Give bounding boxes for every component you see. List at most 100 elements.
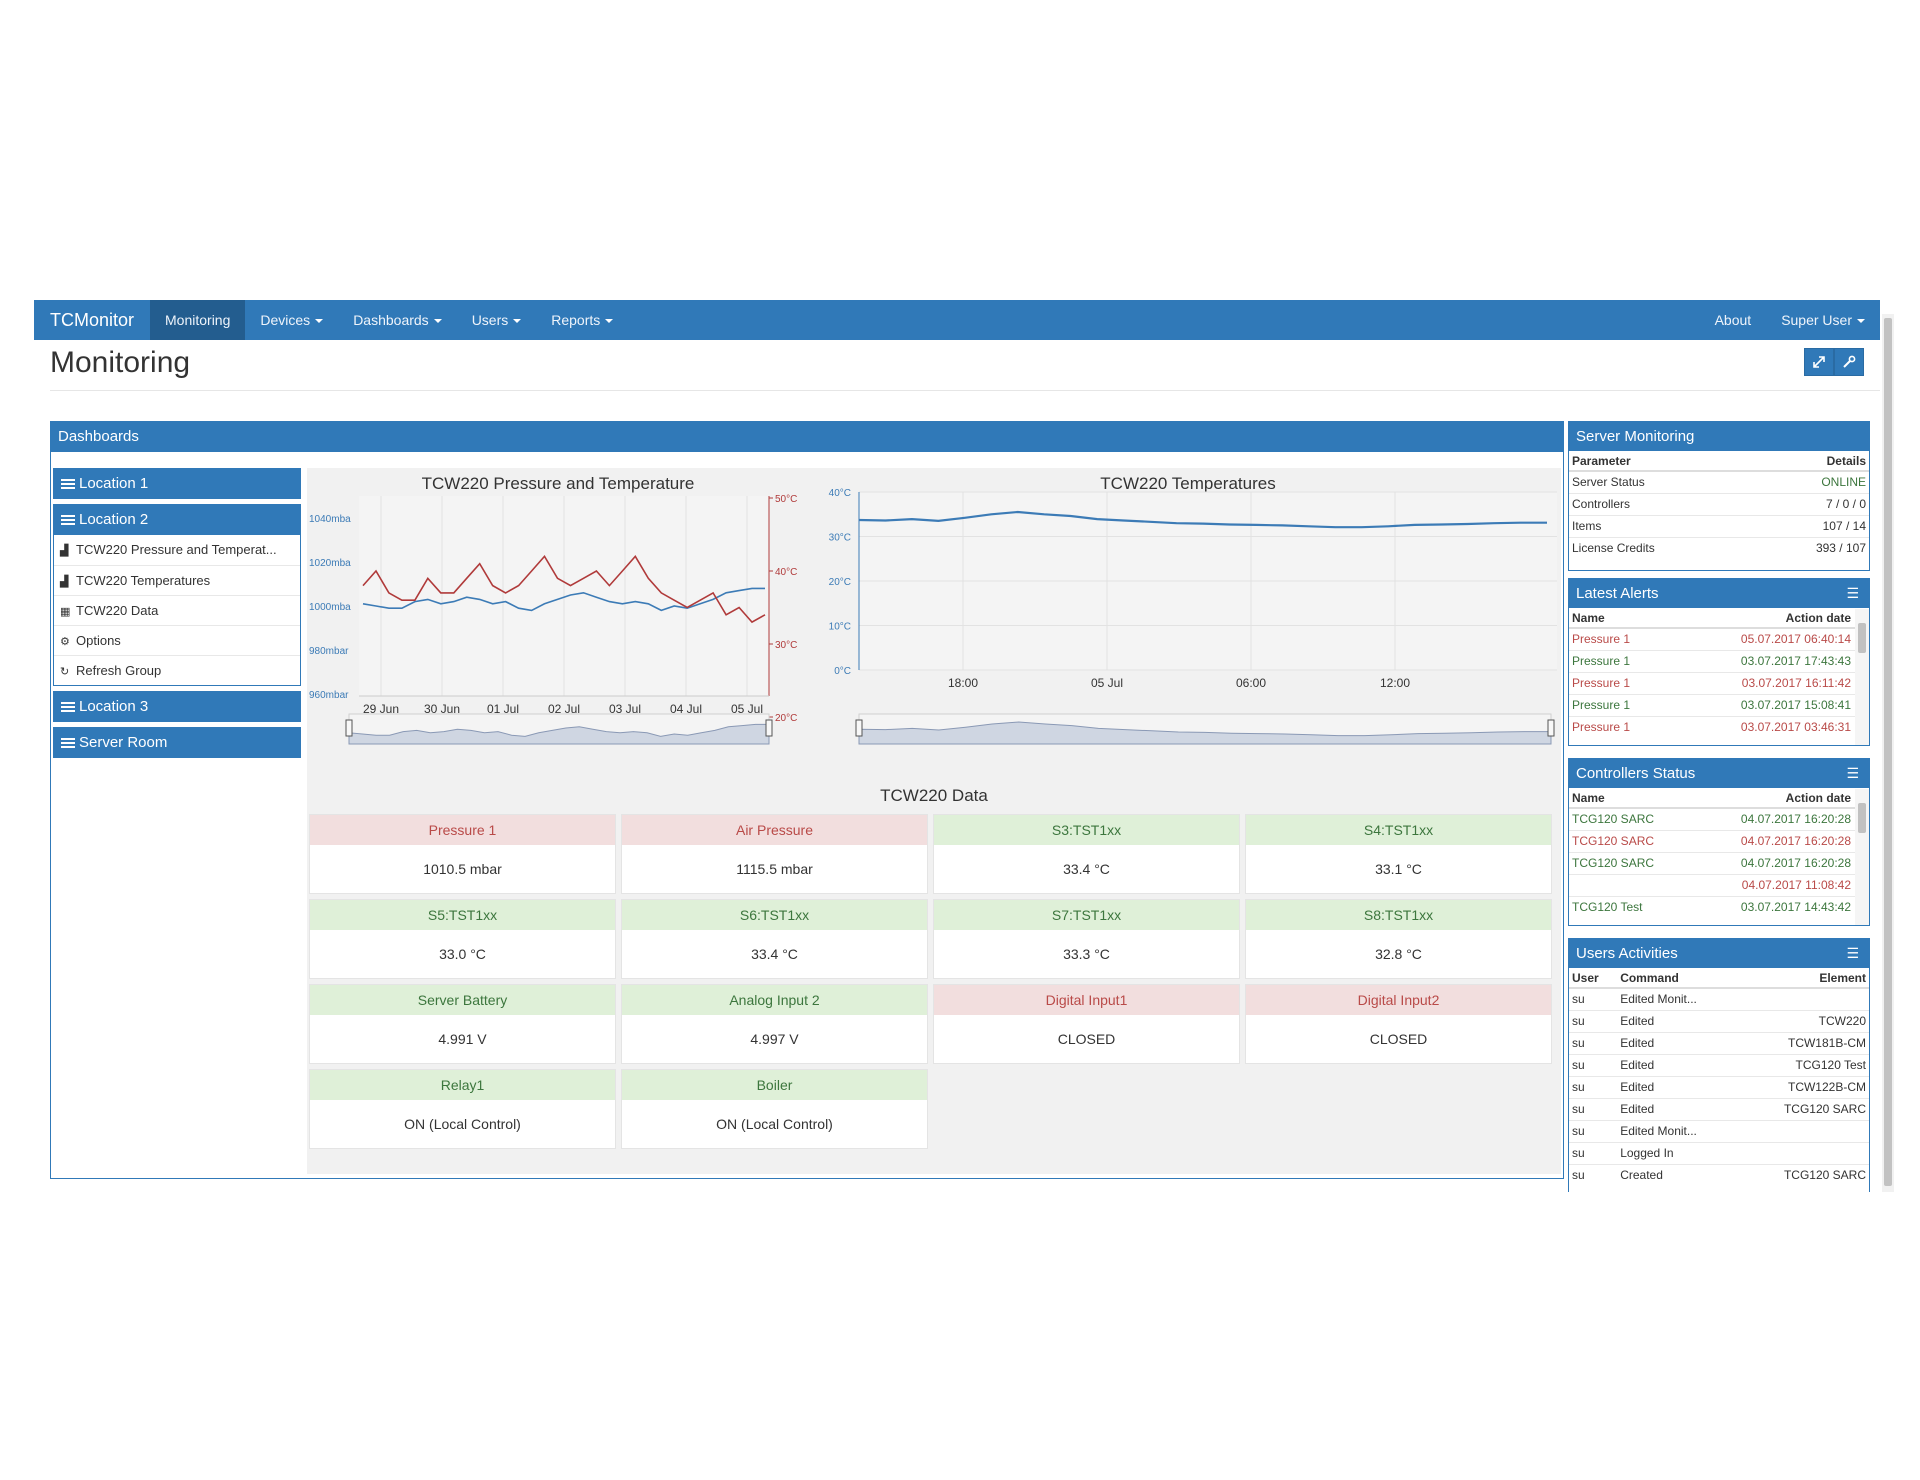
table-row[interactable]: TCG120 SARC 04.07.2017 16:20:28 xyxy=(1569,829,1869,852)
expand-button[interactable] xyxy=(1804,348,1834,376)
sidebar-item-options[interactable]: ⚙ Options xyxy=(54,625,300,655)
controllers-scrollbar[interactable] xyxy=(1855,789,1869,925)
column-header: Element xyxy=(1739,968,1869,989)
table-cell-name: TCG120 SARC xyxy=(1569,851,1690,874)
refresh-icon: ↻ xyxy=(60,666,70,678)
data-tile[interactable]: S6:TST1xx 33.4 °C xyxy=(621,899,928,979)
navigator-handle-left[interactable] xyxy=(345,719,353,737)
menu-icon[interactable]: ☰ xyxy=(1846,585,1859,601)
table-row[interactable]: su Edited Monit... xyxy=(1569,1119,1869,1142)
table-cell-date: 04.07.2017 16:20:28 xyxy=(1689,807,1869,830)
scrollbar-thumb[interactable] xyxy=(1858,623,1866,653)
navigator-handle-right[interactable] xyxy=(765,719,773,737)
settings-button[interactable] xyxy=(1834,348,1864,376)
column-header: Command xyxy=(1617,968,1740,989)
alerts-scrollbar[interactable] xyxy=(1855,609,1869,745)
table-row[interactable]: Pressure 1 05.07.2017 06:40:14 xyxy=(1569,627,1869,650)
scrollbar-thumb[interactable] xyxy=(1858,803,1866,833)
table-row[interactable]: su Edited TCW181B-CM xyxy=(1569,1031,1869,1054)
nav-dashboards[interactable]: Dashboards xyxy=(338,300,457,340)
table-row[interactable]: TCG120 SARC 04.07.2017 16:20:28 xyxy=(1569,851,1869,874)
table-cell-element: TCG120 Test xyxy=(1739,1053,1869,1076)
table-row[interactable]: 04.07.2017 11:08:42 xyxy=(1569,873,1869,896)
table-cell-date: 04.07.2017 16:20:28 xyxy=(1689,851,1869,874)
table-row[interactable]: Items 107 / 14 xyxy=(1569,514,1869,537)
table-cell-element: TCG120 SARC xyxy=(1739,1097,1869,1120)
brand-logo[interactable]: TCMonitor xyxy=(50,309,135,330)
data-tile[interactable]: Analog Input 2 4.997 V xyxy=(621,984,928,1064)
data-tile[interactable]: S3:TST1xx 33.4 °C xyxy=(933,814,1240,894)
table-cell-date: 05.07.2017 06:40:14 xyxy=(1667,627,1869,650)
sidebar-item-data[interactable]: ▦ TCW220 Data xyxy=(54,595,300,625)
navigator-handle-left[interactable] xyxy=(855,719,863,737)
nav-user-menu[interactable]: Super User xyxy=(1766,300,1880,340)
table-row[interactable]: su Edited Monit... xyxy=(1569,987,1869,1010)
x-tick-label: 29 Jun xyxy=(363,702,399,716)
data-tile[interactable]: Pressure 1 1010.5 mbar xyxy=(309,814,616,894)
menu-icon[interactable]: ☰ xyxy=(1846,765,1859,781)
column-header: Action date xyxy=(1667,608,1869,629)
table-cell-command: Edited xyxy=(1617,1031,1740,1054)
server-room-button[interactable]: Server Room xyxy=(53,727,301,758)
data-tile[interactable]: Digital Input2 CLOSED xyxy=(1245,984,1552,1064)
nav-reports[interactable]: Reports xyxy=(536,300,628,340)
data-tile[interactable]: Digital Input1 CLOSED xyxy=(933,984,1240,1064)
data-tile[interactable]: Boiler ON (Local Control) xyxy=(621,1069,928,1149)
sidebar-item-refresh-group[interactable]: ↻ Refresh Group xyxy=(54,655,300,685)
table-row[interactable]: License Credits 393 / 107 xyxy=(1569,536,1869,559)
table-row[interactable]: Pressure 1 03.07.2017 17:43:43 xyxy=(1569,649,1869,672)
table-row[interactable]: su Edited TCG120 Test xyxy=(1569,1053,1869,1076)
nav-devices[interactable]: Devices xyxy=(245,300,338,340)
latest-alerts-heading: Latest Alerts ☰ xyxy=(1569,579,1869,608)
table-row[interactable]: su Created TCG120 SARC xyxy=(1569,1163,1869,1186)
sidebar-item-temperatures[interactable]: ▟ TCW220 Temperatures xyxy=(54,565,300,595)
controllers-status-heading: Controllers Status ☰ xyxy=(1569,759,1869,788)
data-tile[interactable]: S4:TST1xx 33.1 °C xyxy=(1245,814,1552,894)
data-tile[interactable]: Air Pressure 1115.5 mbar xyxy=(621,814,928,894)
table-row[interactable]: Pressure 1 03.07.2017 16:11:42 xyxy=(1569,671,1869,694)
table-row[interactable]: su Edited TCW122B-CM xyxy=(1569,1075,1869,1098)
table-row[interactable]: Controllers 7 / 0 / 0 xyxy=(1569,492,1869,515)
table-row[interactable]: TCG120 SARC 04.07.2017 16:20:28 xyxy=(1569,807,1869,830)
data-tile[interactable]: S8:TST1xx 32.8 °C xyxy=(1245,899,1552,979)
dashboards-heading: Dashboards xyxy=(51,422,1563,452)
sidebar-item-pressure-temperature[interactable]: ▟ TCW220 Pressure and Temperat... xyxy=(54,535,300,565)
nav-monitoring[interactable]: Monitoring xyxy=(150,300,246,340)
navigator-handle-right[interactable] xyxy=(1547,719,1555,737)
table-row[interactable]: Pressure 1 03.07.2017 15:08:41 xyxy=(1569,693,1869,716)
tile-value: 1115.5 mbar xyxy=(736,861,813,877)
table-row[interactable]: TCG120 Test 03.07.2017 14:43:42 xyxy=(1569,895,1869,918)
table-cell-element: TCW122B-CM xyxy=(1739,1075,1869,1098)
list-icon xyxy=(61,737,75,748)
table-cell-details: 107 / 14 xyxy=(1752,514,1869,537)
table-row[interactable]: su Edited TCW220 xyxy=(1569,1009,1869,1032)
latest-alerts-panel: Latest Alerts ☰ Name Action date Pressure … xyxy=(1568,578,1870,746)
location-1-button[interactable]: Location 1 xyxy=(53,468,301,499)
menu-icon[interactable]: ☰ xyxy=(1846,945,1859,961)
table-row[interactable]: su Edited TCG120 SARC xyxy=(1569,1097,1869,1120)
table-cell-user: su xyxy=(1569,1163,1618,1186)
x-tick-label: 18:00 xyxy=(948,676,978,690)
nav-about[interactable]: About xyxy=(1714,312,1752,328)
table-cell-command: Created xyxy=(1617,1163,1740,1186)
table-cell-element xyxy=(1739,1141,1869,1164)
table-cell-command: Logged In xyxy=(1617,1141,1740,1164)
temperatures-svg: 40°C 30°C 20°C 10°C 0°C 18:00 05 Jul 06:00 12:00 xyxy=(829,488,1557,745)
table-row[interactable]: Pressure 1 03.07.2017 03:46:31 xyxy=(1569,715,1869,738)
table-cell-date: 03.07.2017 14:43:42 xyxy=(1689,895,1869,918)
table-row[interactable]: Server Status ONLINE xyxy=(1569,470,1869,493)
location-2-button[interactable]: Location 2 xyxy=(53,504,301,535)
page-scrollbar[interactable] xyxy=(1882,314,1894,1192)
list-icon xyxy=(61,478,75,489)
data-tile[interactable]: Server Battery 4.991 V xyxy=(309,984,616,1064)
data-tile[interactable]: S5:TST1xx 33.0 °C xyxy=(309,899,616,979)
tile-label: Digital Input1 xyxy=(934,985,1239,1015)
location-3-button[interactable]: Location 3 xyxy=(53,691,301,722)
data-tile[interactable]: Relay1 ON (Local Control) xyxy=(309,1069,616,1149)
pressure-temperature-chart: TCW220 Pressure and Temperature 29 Jun 30… xyxy=(307,468,809,778)
pressure-temperature-svg: 29 Jun 30 Jun 01 Jul 02 Jul 03 Jul 04 Jul 05 J… xyxy=(309,494,797,745)
page-scrollbar-thumb[interactable] xyxy=(1884,318,1892,1186)
nav-users[interactable]: Users xyxy=(457,300,537,340)
table-row[interactable]: su Logged In xyxy=(1569,1141,1869,1164)
data-tile[interactable]: S7:TST1xx 33.3 °C xyxy=(933,899,1240,979)
